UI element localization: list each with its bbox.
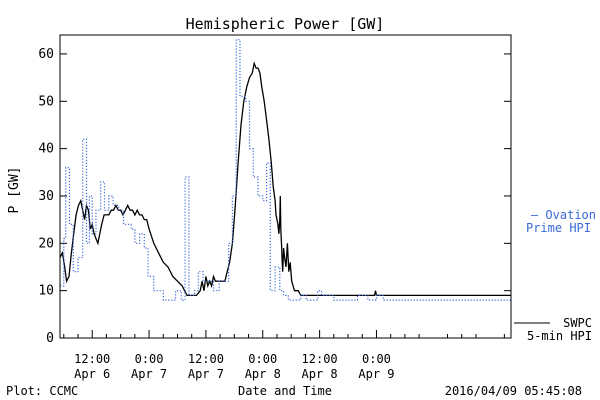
x-tick-label-date: Apr 7 — [188, 367, 224, 381]
y-axis-label: P [GW] — [7, 167, 22, 214]
x-tick-label-time: 12:00 — [188, 352, 224, 366]
plot-frame — [59, 34, 512, 339]
x-tick-label-date: Apr 7 — [131, 367, 167, 381]
footer-plot-credit: Plot: CCMC — [6, 384, 78, 398]
x-tick-label-time: 0:00 — [135, 352, 164, 366]
y-tick-label: 0 — [46, 331, 54, 346]
x-tick-label-time: 12:00 — [302, 352, 338, 366]
footer-timestamp: 2016/04/09 05:45:08 — [445, 384, 582, 398]
y-tick-label: 40 — [38, 142, 54, 157]
y-tick-label: 20 — [38, 236, 54, 251]
x-tick-label-time: 12:00 — [74, 352, 110, 366]
legend-swpc: SWPC 5-min HPI — [514, 316, 592, 343]
y-tick-label: 60 — [38, 47, 54, 62]
x-tick-label-date: Apr 9 — [358, 367, 394, 381]
series-ovation-line — [60, 39, 511, 301]
chart-title: Hemispheric Power [GW] — [186, 15, 385, 33]
y-tick-label: 10 — [38, 284, 54, 299]
x-tick-label-date: Apr 8 — [302, 367, 338, 381]
x-axis-label: Date and Time — [238, 384, 332, 398]
legend-ovation: – Ovation Prime HPI — [526, 208, 596, 235]
y-tick-label: 30 — [38, 189, 54, 204]
x-tick-label-date: Apr 8 — [245, 367, 281, 381]
plot-series — [59, 39, 511, 301]
y-axis-ticks: 0 10 20 30 40 50 60 — [38, 47, 511, 346]
x-tick-label-time: 0:00 — [248, 352, 277, 366]
x-tick-label-date: Apr 6 — [74, 367, 110, 381]
legend-ovation-line2: Prime HPI — [526, 221, 591, 235]
x-tick-label-time: 0:00 — [362, 352, 391, 366]
legend-swpc-line1: SWPC — [563, 316, 592, 330]
legend-swpc-line2: 5-min HPI — [527, 329, 592, 343]
series-swpc-line — [59, 61, 511, 297]
legend-ovation-line1: – Ovation — [531, 208, 596, 222]
y-tick-label: 50 — [38, 94, 54, 109]
